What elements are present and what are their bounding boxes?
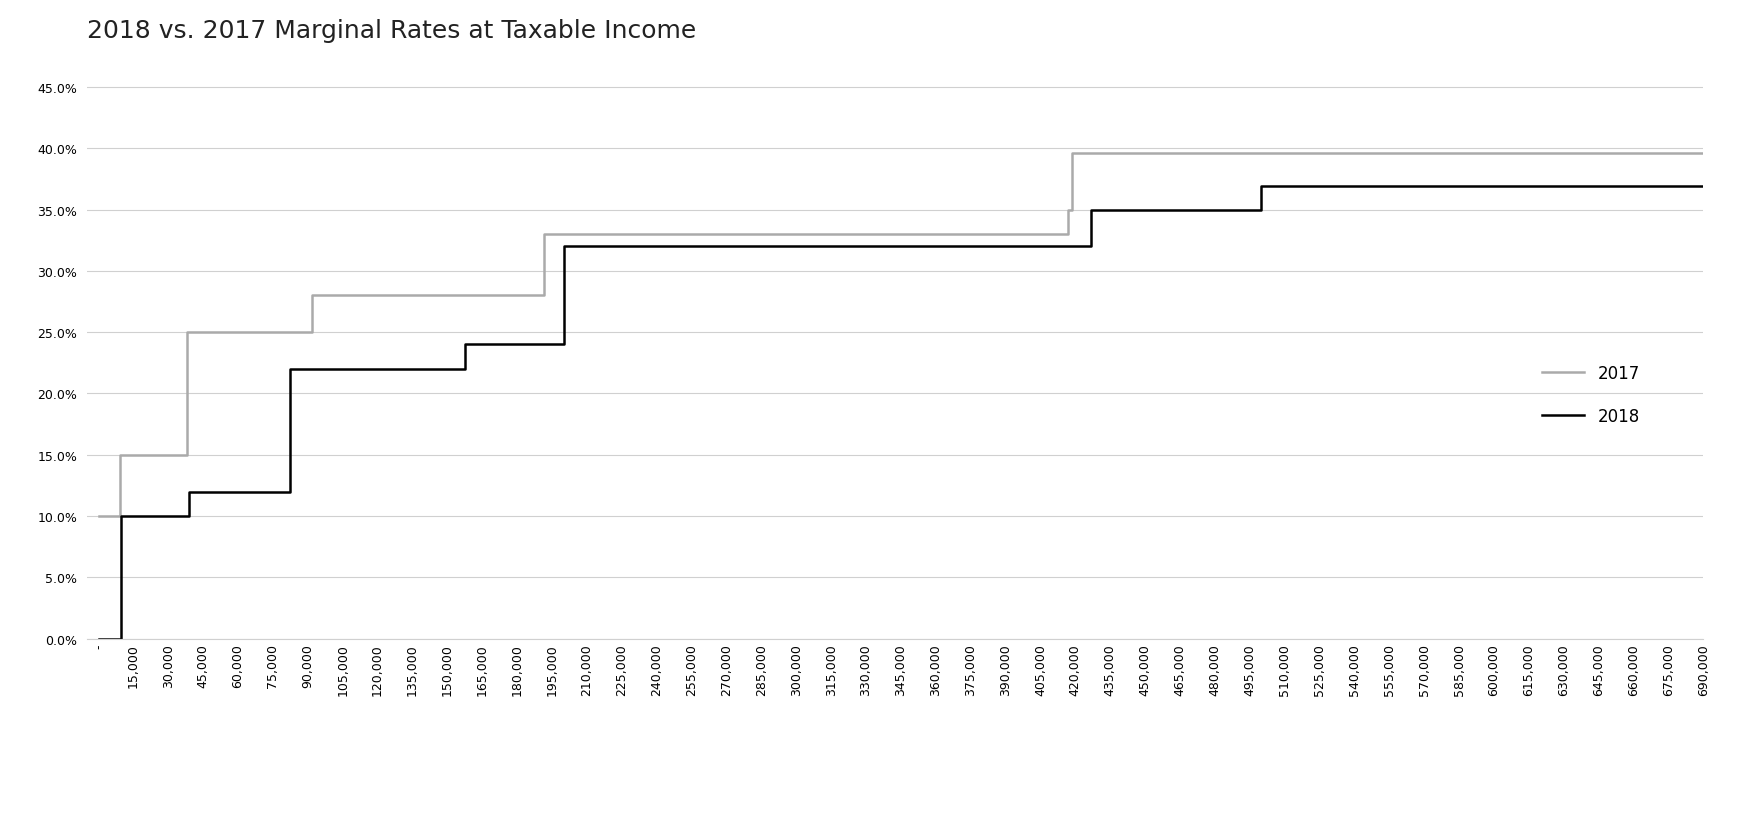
2018 — [1081, 206, 1102, 215]
2018 — [1081, 242, 1102, 252]
2018 — [177, 487, 198, 497]
2018 — [553, 242, 574, 252]
2017 — [176, 328, 196, 337]
2018 — [280, 364, 301, 374]
2017 — [534, 230, 554, 240]
2018 — [89, 634, 109, 644]
2018 — [454, 340, 474, 350]
2017 — [1057, 206, 1078, 215]
2017 — [1057, 230, 1078, 240]
2018 — [109, 634, 130, 644]
2017 — [109, 512, 130, 522]
2018 — [109, 512, 130, 522]
2018 — [177, 512, 198, 522]
2017 — [1693, 149, 1714, 159]
2017 — [89, 512, 109, 522]
2017 — [176, 450, 196, 460]
2017 — [302, 291, 323, 301]
Text: 2018 vs. 2017 Marginal Rates at Taxable Income: 2018 vs. 2017 Marginal Rates at Taxable … — [87, 19, 697, 43]
Legend: 2017, 2018: 2017, 2018 — [1536, 357, 1646, 432]
2017 — [302, 328, 323, 337]
Line: 2017: 2017 — [99, 154, 1703, 517]
2018 — [1251, 182, 1272, 192]
2017 — [534, 291, 554, 301]
2018 — [1693, 182, 1714, 192]
2018 — [1251, 206, 1272, 215]
2017 — [1062, 206, 1083, 215]
2018 — [1081, 206, 1102, 215]
2017 — [1062, 149, 1083, 159]
2018 — [280, 487, 301, 497]
Line: 2018: 2018 — [99, 187, 1703, 639]
2018 — [553, 340, 574, 350]
2018 — [454, 364, 474, 374]
2017 — [109, 450, 130, 460]
